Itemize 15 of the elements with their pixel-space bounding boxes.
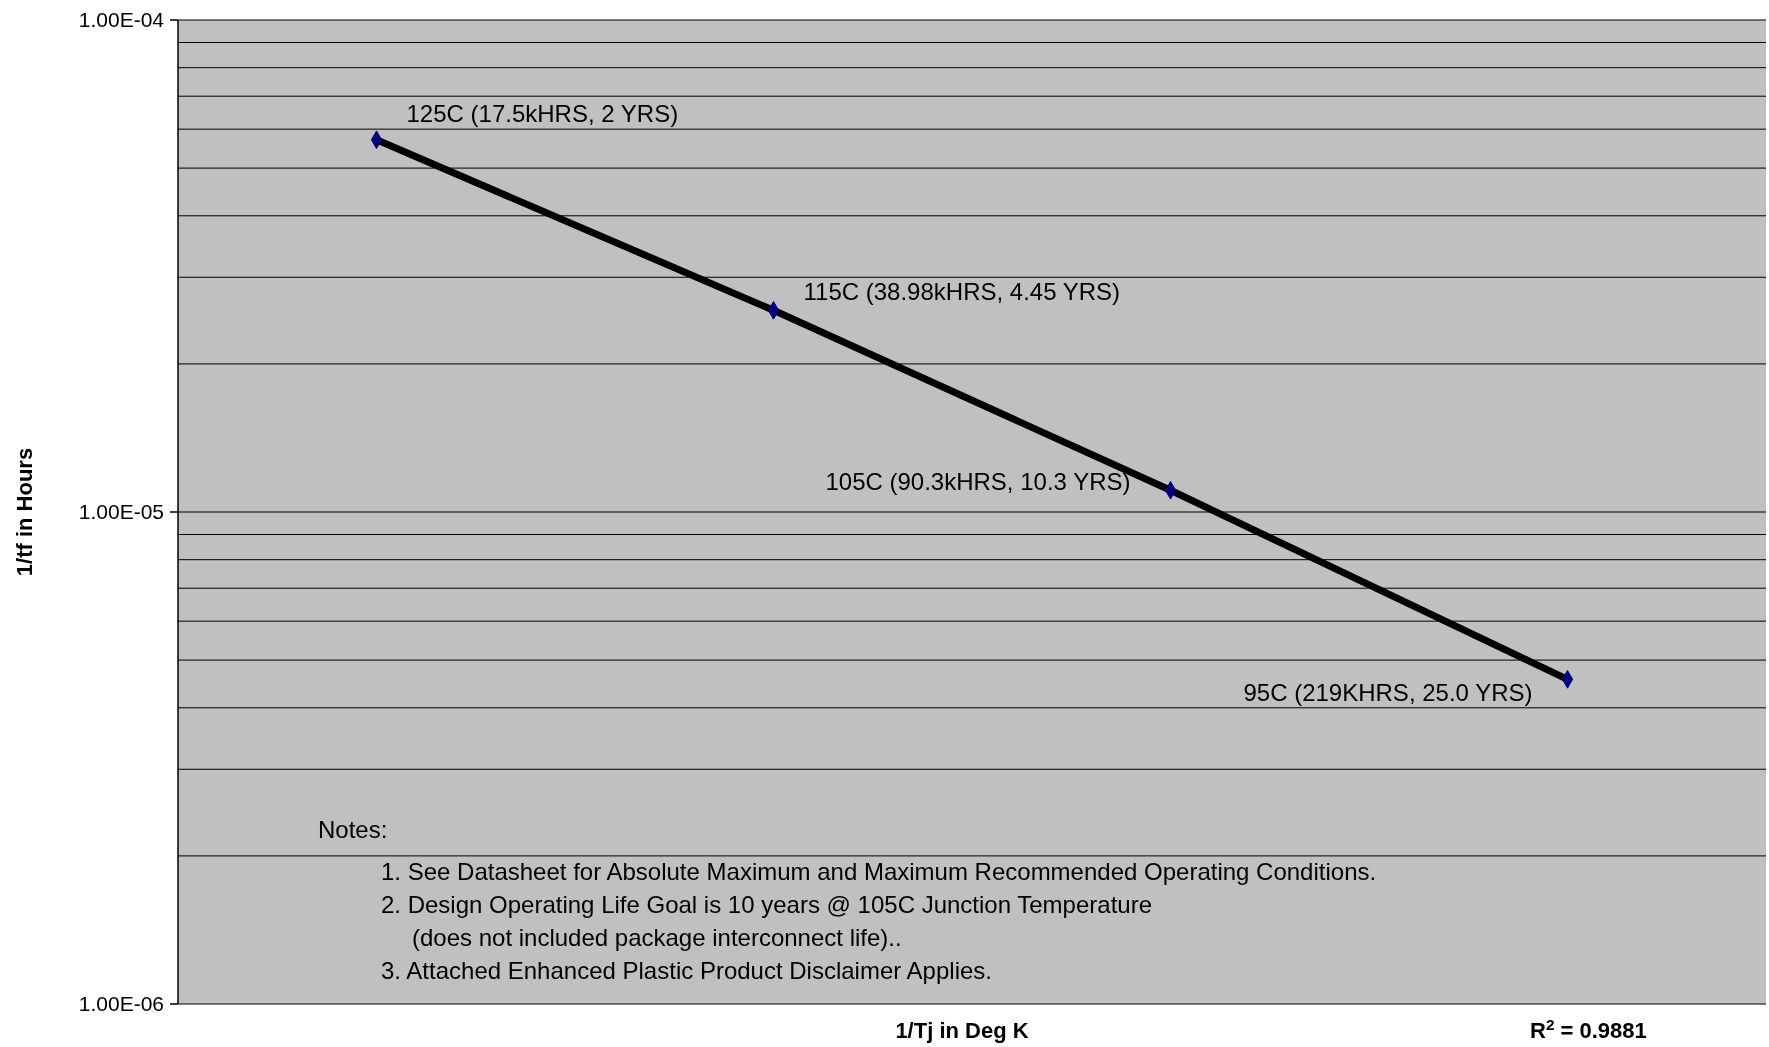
y-tick-label: 1.00E-05 xyxy=(78,500,164,524)
annotation: 1. See Datasheet for Absolute Maximum and Maximum Recommended Operating Conditions. xyxy=(381,858,1377,885)
y-tick-label: 1.00E-06 xyxy=(78,992,164,1016)
annotation: Notes: xyxy=(318,816,388,843)
annotation: 105C (90.3kHRS, 10.3 YRS) xyxy=(825,468,1131,496)
x-axis-title: 1/Tj in Deg K xyxy=(895,1018,1029,1043)
annotation: 2. Design Operating Life Goal is 10 years @ 105C Junction Temperature xyxy=(381,891,1152,918)
annotation: 115C (38.98kHRS, 4.45 YRS) xyxy=(803,278,1121,306)
annotation: 3. Attached Enhanced Plastic Product Disclaimer Applies. xyxy=(381,957,992,984)
annotation: 95C (219KHRS, 25.0 YRS) xyxy=(1243,679,1533,707)
text: R$^{2}$ = 0.9881 xyxy=(1530,1015,1647,1043)
annotation: (does not included package interconnect life).. xyxy=(412,924,902,951)
y-axis-title: 1/tf in Hours xyxy=(12,447,37,577)
y-tick-label: 1.00E-04 xyxy=(78,8,165,32)
annotation: 125C (17.5kHRS, 2 YRS) xyxy=(406,99,679,127)
